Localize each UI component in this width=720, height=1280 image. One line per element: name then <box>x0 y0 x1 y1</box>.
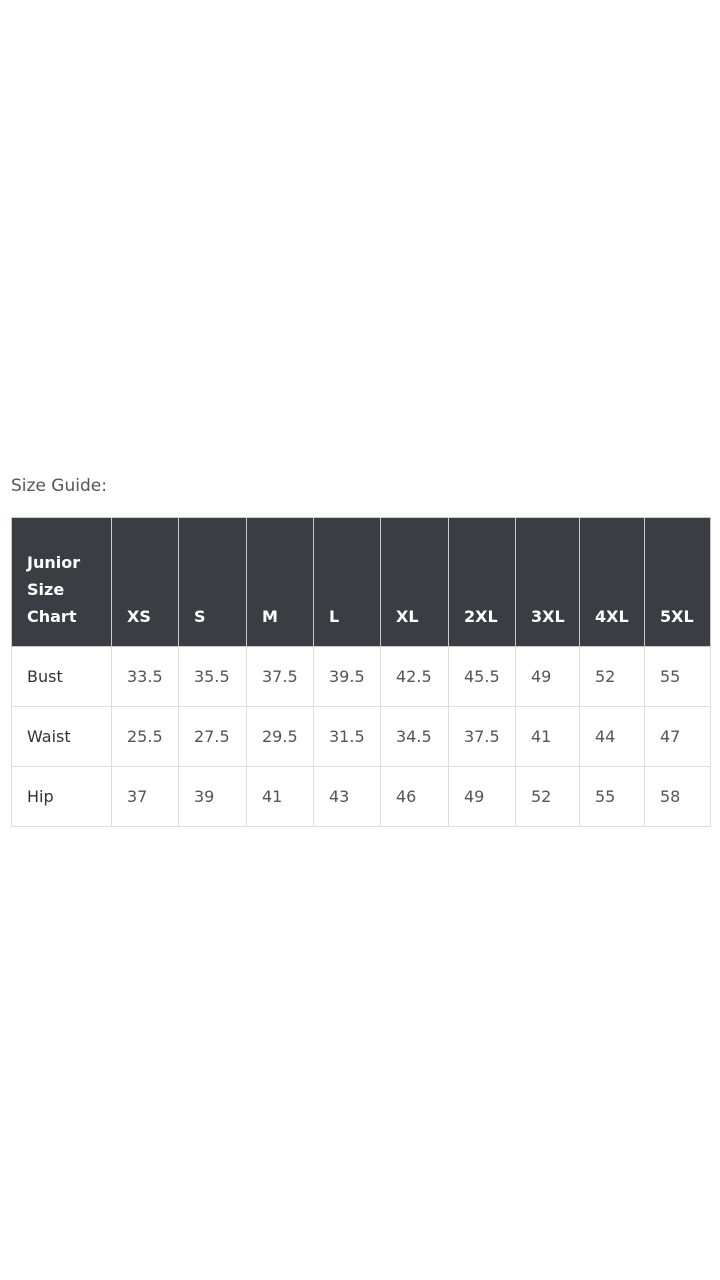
measurement-cell: 39 <box>178 766 247 827</box>
row-label: Bust <box>11 646 112 707</box>
measurement-cell: 55 <box>579 766 645 827</box>
measurement-cell: 39.5 <box>313 646 381 707</box>
measurement-cell: 45.5 <box>448 646 516 707</box>
measurement-cell: 47 <box>644 706 711 767</box>
measurement-cell: 58 <box>644 766 711 827</box>
measurement-cell: 41 <box>515 706 580 767</box>
row-label: Hip <box>11 766 112 827</box>
corner-line: Chart <box>27 607 77 626</box>
table-row: Bust 33.5 35.5 37.5 39.5 42.5 45.5 49 52 55 <box>11 646 711 707</box>
size-header: L <box>313 517 381 647</box>
corner-line: Size <box>27 580 65 599</box>
measurement-cell: 52 <box>515 766 580 827</box>
measurement-cell: 49 <box>448 766 516 827</box>
measurement-cell: 44 <box>579 706 645 767</box>
measurement-cell: 41 <box>246 766 314 827</box>
measurement-cell: 49 <box>515 646 580 707</box>
measurement-cell: 35.5 <box>178 646 247 707</box>
size-guide-title: Size Guide: <box>11 476 107 496</box>
table-row: Waist 25.5 27.5 29.5 31.5 34.5 37.5 41 44 47 <box>11 706 711 767</box>
size-chart-table: Junior Size Chart XS S M L XL 2XL 3XL 4XL 5XL Bust… <box>11 517 711 827</box>
size-header: 3XL <box>515 517 580 647</box>
size-header: XL <box>380 517 449 647</box>
measurement-cell: 29.5 <box>246 706 314 767</box>
measurement-cell: 37.5 <box>448 706 516 767</box>
size-header: S <box>178 517 247 647</box>
measurement-cell: 33.5 <box>111 646 179 707</box>
size-header: M <box>246 517 314 647</box>
measurement-cell: 55 <box>644 646 711 707</box>
measurement-cell: 52 <box>579 646 645 707</box>
measurement-cell: 37 <box>111 766 179 827</box>
row-label: Waist <box>11 706 112 767</box>
table-row: Hip 37 39 41 43 46 49 52 55 58 <box>11 766 711 827</box>
measurement-cell: 27.5 <box>178 706 247 767</box>
measurement-cell: 42.5 <box>380 646 449 707</box>
measurement-cell: 31.5 <box>313 706 381 767</box>
measurement-cell: 43 <box>313 766 381 827</box>
corner-line: Junior <box>27 553 81 572</box>
size-header: XS <box>111 517 179 647</box>
header-row: Junior Size Chart XS S M L XL 2XL 3XL 4XL 5XL <box>11 517 711 647</box>
measurement-cell: 46 <box>380 766 449 827</box>
size-header: 4XL <box>579 517 645 647</box>
corner-header: Junior Size Chart <box>11 517 112 647</box>
size-header: 2XL <box>448 517 516 647</box>
measurement-cell: 34.5 <box>380 706 449 767</box>
measurement-cell: 37.5 <box>246 646 314 707</box>
measurement-cell: 25.5 <box>111 706 179 767</box>
size-header: 5XL <box>644 517 711 647</box>
